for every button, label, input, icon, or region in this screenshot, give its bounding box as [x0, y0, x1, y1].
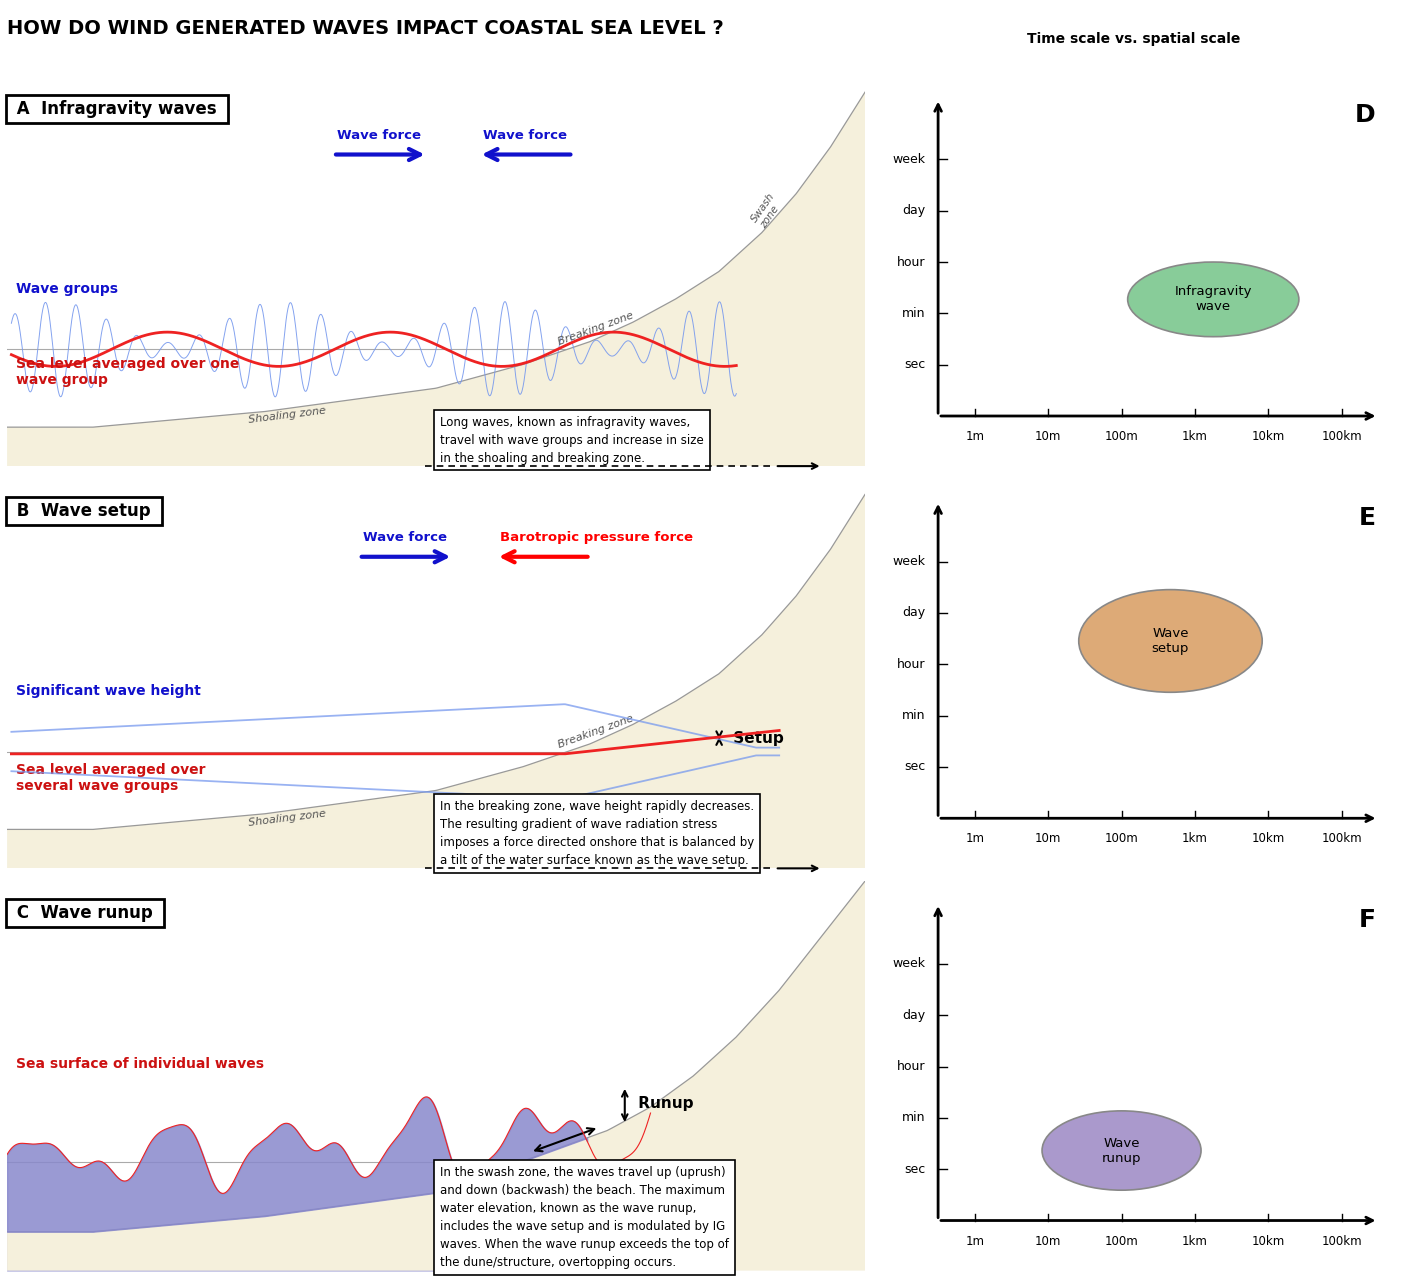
Text: Setup: Setup [727, 730, 784, 746]
Text: Time scale vs. spatial scale: Time scale vs. spatial scale [1028, 32, 1241, 46]
Text: week: week [893, 958, 926, 971]
Text: 10km: 10km [1252, 430, 1285, 443]
Text: 1m: 1m [966, 833, 984, 845]
Text: Wave
runup: Wave runup [1102, 1137, 1141, 1165]
Text: day: day [903, 204, 926, 217]
Text: Wave force: Wave force [363, 531, 447, 544]
Text: Breaking zone: Breaking zone [556, 310, 634, 347]
Text: Sea level averaged over
several wave groups: Sea level averaged over several wave gro… [16, 764, 206, 793]
Text: B  Wave setup: B Wave setup [11, 502, 157, 520]
Text: Shoaling zone: Shoaling zone [247, 406, 326, 425]
Text: Swash
zone: Swash zone [749, 190, 786, 231]
Text: 10m: 10m [1035, 430, 1061, 443]
Text: day: day [903, 607, 926, 619]
Text: hour: hour [898, 658, 926, 670]
Text: A  Infragravity waves: A Infragravity waves [11, 100, 223, 117]
Text: Breaking zone: Breaking zone [556, 713, 634, 750]
Text: Wave
setup: Wave setup [1151, 627, 1190, 655]
Text: Significant wave height: Significant wave height [16, 684, 200, 699]
Text: day: day [903, 1009, 926, 1022]
Text: D: D [1354, 103, 1375, 128]
Text: 1km: 1km [1183, 1235, 1208, 1248]
Text: 100km: 100km [1322, 833, 1363, 845]
Text: min: min [902, 1111, 926, 1124]
Polygon shape [7, 881, 865, 1271]
Text: C  Wave runup: C Wave runup [11, 904, 159, 922]
Text: 1km: 1km [1183, 833, 1208, 845]
Text: 100km: 100km [1322, 430, 1363, 443]
Text: 10m: 10m [1035, 833, 1061, 845]
Text: Barotropic pressure force: Barotropic pressure force [501, 531, 693, 544]
Polygon shape [7, 92, 865, 466]
Text: hour: hour [898, 255, 926, 268]
Text: 10km: 10km [1252, 833, 1285, 845]
Text: 100km: 100km [1322, 1235, 1363, 1248]
Text: 1m: 1m [966, 1235, 984, 1248]
Text: 10km: 10km [1252, 1235, 1285, 1248]
Text: min: min [902, 306, 926, 319]
Text: 100m: 100m [1105, 1235, 1139, 1248]
Polygon shape [7, 494, 865, 868]
Ellipse shape [1127, 262, 1299, 337]
Text: sec: sec [905, 760, 926, 774]
Text: Infragravity
wave: Infragravity wave [1174, 285, 1252, 313]
Ellipse shape [1042, 1111, 1201, 1190]
Text: hour: hour [898, 1060, 926, 1073]
Text: In the swash zone, the waves travel up (uprush)
and down (backwash) the beach. T: In the swash zone, the waves travel up (… [441, 1166, 729, 1269]
Text: 1m: 1m [966, 430, 984, 443]
Text: Sea level averaged over one
wave group: Sea level averaged over one wave group [16, 358, 240, 387]
Ellipse shape [1079, 590, 1262, 692]
Text: Shoaling zone: Shoaling zone [247, 808, 326, 827]
Text: Wave force: Wave force [484, 129, 567, 142]
Text: 10m: 10m [1035, 1235, 1061, 1248]
Text: week: week [893, 153, 926, 166]
Text: min: min [902, 709, 926, 722]
Text: HOW DO WIND GENERATED WAVES IMPACT COASTAL SEA LEVEL ?: HOW DO WIND GENERATED WAVES IMPACT COAST… [7, 19, 723, 38]
Text: Wave groups: Wave groups [16, 282, 118, 296]
Text: Long waves, known as infragravity waves,
travel with wave groups and increase in: Long waves, known as infragravity waves,… [441, 415, 705, 465]
Text: sec: sec [905, 1162, 926, 1176]
Text: Wave force: Wave force [337, 129, 421, 142]
Text: 1km: 1km [1183, 430, 1208, 443]
Text: In the breaking zone, wave height rapidly decreases.
The resulting gradient of w: In the breaking zone, wave height rapidl… [441, 799, 754, 867]
Text: sec: sec [905, 358, 926, 372]
Text: 100m: 100m [1105, 833, 1139, 845]
Text: F: F [1358, 908, 1375, 932]
Text: Runup: Runup [634, 1096, 693, 1111]
Text: week: week [893, 555, 926, 568]
Text: E: E [1358, 506, 1375, 530]
Text: 100m: 100m [1105, 430, 1139, 443]
Text: Sea surface of individual waves: Sea surface of individual waves [16, 1057, 264, 1071]
